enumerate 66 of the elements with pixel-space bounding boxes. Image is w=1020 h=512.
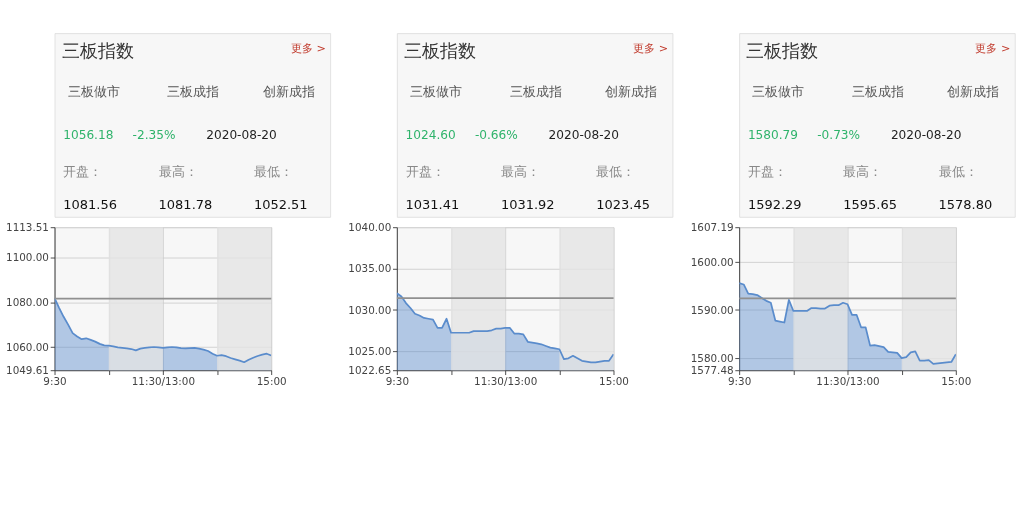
text: 1081.78 (158, 197, 213, 213)
y-tick-label: 1035.00 (348, 262, 392, 275)
text: 1081.56 (63, 197, 117, 213)
x-tick-label: 15:00 (599, 374, 629, 387)
text: 更多 > (633, 42, 669, 56)
text: 三板成指 (167, 84, 220, 100)
text: -2.35% (132, 127, 176, 142)
text: 创新成指 (262, 84, 315, 100)
x-tick-label: 11:30/13:00 (474, 374, 538, 387)
text: 2020-08-20 (548, 127, 620, 142)
chart-title: 三板指数 (61, 40, 134, 62)
text: 1592.29 (747, 197, 802, 213)
text: 1052.51 (253, 197, 308, 213)
text: 三板做市 (409, 84, 462, 100)
text: 开盘： (405, 164, 445, 180)
y-tick-label: 1113.51 (6, 221, 49, 234)
y-tick-label: 1100.00 (6, 251, 49, 264)
text: 三板成指 (851, 84, 904, 100)
text: -0.66% (474, 127, 518, 142)
text: 最低： (253, 164, 293, 180)
text: 1023.45 (596, 197, 650, 213)
y-tick-label: 1022.65 (348, 364, 392, 377)
text: 1578.80 (938, 197, 993, 213)
y-tick-label: 1600.00 (690, 255, 734, 268)
text: 1056.18 (63, 127, 114, 142)
text: 2020-08-20 (206, 127, 277, 142)
text: 1595.65 (843, 197, 897, 213)
y-tick-label: 1607.19 (690, 221, 734, 234)
chart-title: 三板指数 (746, 40, 819, 62)
y-tick-label: 1049.61 (6, 364, 49, 377)
x-tick-label: 9:30 (728, 374, 752, 387)
y-tick-label: 1080.00 (6, 296, 49, 309)
x-tick-label: 9:30 (385, 374, 409, 387)
text: 创新成指 (604, 84, 657, 100)
text: 最高： (158, 164, 198, 180)
x-tick-label: 11:30/13:00 (816, 374, 880, 387)
text: 1024.60 (405, 127, 456, 142)
text: 开盘： (747, 164, 787, 180)
text: 更多 > (975, 42, 1011, 56)
text: 三板做市 (67, 84, 120, 100)
y-tick-label: 1025.00 (348, 344, 392, 357)
text: 三板成指 (509, 84, 562, 100)
text: 最低： (596, 164, 636, 180)
y-tick-label: 1040.00 (348, 221, 392, 234)
x-tick-label: 9:30 (43, 374, 67, 387)
x-tick-label: 15:00 (941, 374, 972, 387)
text: 最低： (938, 164, 978, 180)
text: 1580.79 (747, 127, 799, 142)
text: 最高： (500, 164, 540, 180)
y-tick-label: 1577.48 (690, 364, 734, 377)
x-tick-label: 15:00 (256, 374, 287, 387)
text: 2020-08-20 (890, 127, 962, 142)
y-tick-label: 1580.00 (690, 352, 734, 365)
y-tick-label: 1060.00 (6, 340, 49, 353)
x-tick-label: 11:30/13:00 (131, 374, 195, 387)
y-tick-label: 1590.00 (690, 303, 734, 316)
text: 最高： (843, 164, 883, 180)
text: 1031.41 (405, 197, 460, 213)
text: 1031.92 (500, 197, 555, 213)
text: -0.73% (817, 127, 861, 142)
text: 更多 > (290, 42, 326, 56)
text: 开盘： (63, 164, 103, 180)
y-tick-label: 1030.00 (348, 303, 392, 316)
chart-title: 三板指数 (403, 40, 476, 62)
text: 创新成指 (947, 84, 1000, 100)
text: 三板做市 (752, 84, 805, 100)
